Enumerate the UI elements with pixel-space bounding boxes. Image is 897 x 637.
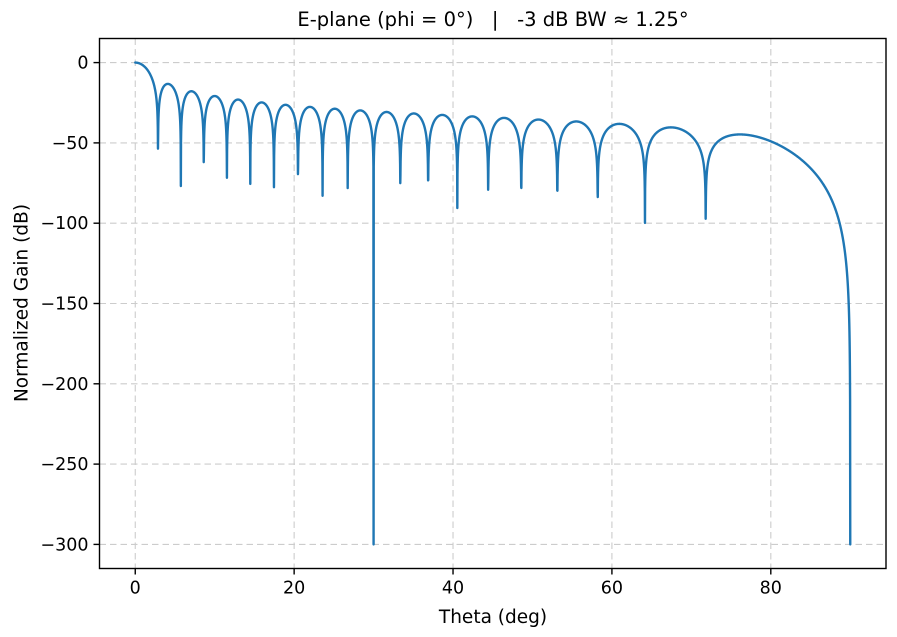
y-tick-label: −50 [52,134,89,154]
chart-title: E-plane (phi = 0°) | -3 dB BW ≈ 1.25° [297,8,689,31]
tick-layer [93,61,772,575]
x-axis-label: Theta (deg) [438,607,548,628]
curve-layer [134,61,852,546]
x-tick-label: 0 [130,579,141,599]
y-axis-label: Normalized Gain (dB) [11,203,33,403]
x-tick-label: 80 [760,579,782,599]
x-tick-label: 20 [283,579,305,599]
y-tick-label: 0 [77,54,88,74]
grid-layer [99,38,886,569]
gain-curve [134,61,852,546]
x-tick-label: 60 [601,579,623,599]
x-tick-label: 40 [442,579,464,599]
y-tick-label: −300 [40,535,88,555]
y-tick-label: −250 [40,455,88,475]
y-tick-label: −200 [40,375,88,395]
tick-label-layer: 0 20 40 60 80 0 −50 −100 −150 −200 −250 −300 [40,54,782,599]
y-tick-label: −100 [40,214,88,234]
y-tick-label: −150 [40,295,88,315]
